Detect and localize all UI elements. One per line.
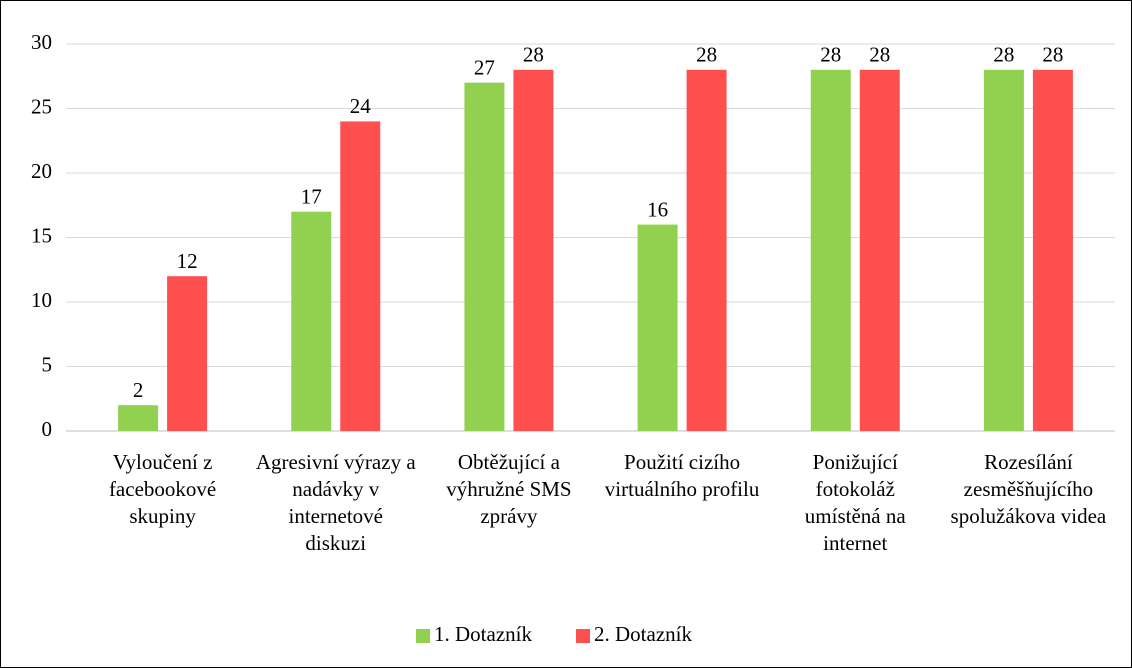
x-tick-label: Vyloučení z facebookové skupiny [108,450,217,528]
bar [464,82,505,431]
legend-swatch [416,629,430,643]
data-label: 28 [993,43,1014,67]
data-label: 28 [696,43,717,67]
x-tick-label: Ponižující fotokoláž umístěná na interne… [804,450,906,555]
data-label: 28 [1042,43,1063,67]
bar [118,405,159,431]
bar [167,276,208,431]
y-tick-label: 15 [31,223,52,247]
y-tick-label: 5 [42,352,53,376]
x-tick-label: Obtěžující a výhružné SMS zprávy [446,450,572,528]
bar [1032,69,1073,432]
bar [340,121,381,432]
data-label: 28 [820,43,841,67]
legend-label: 2. Dotazník [594,622,692,646]
x-tick-label: Rozesílání zesměšňujícího spolužákova vi… [950,450,1107,528]
legend-label: 1. Dotazník [434,622,532,646]
y-tick-label: 10 [31,288,52,312]
legend-swatch [576,629,590,643]
data-label: 24 [350,94,372,118]
bar [686,69,727,432]
y-tick-label: 30 [31,30,52,54]
data-label: 27 [474,56,495,80]
data-label: 17 [301,185,322,209]
y-tick-label: 25 [31,94,52,118]
data-label: 2 [133,378,144,402]
bar [859,69,900,432]
bar [983,69,1024,432]
y-tick-label: 0 [42,417,53,441]
bar [291,211,332,431]
bar [810,69,851,432]
data-label: 28 [869,43,890,67]
bar [637,224,678,431]
y-tick-label: 20 [31,159,52,183]
data-label: 16 [647,197,668,221]
bar [513,69,554,432]
x-tick-label: Agresivní výrazy a nadávky v internetové… [255,450,416,555]
data-label: 12 [177,249,198,273]
data-label: 28 [523,43,544,67]
x-tick-label: Použití cizího virtuálního profilu [604,450,760,501]
